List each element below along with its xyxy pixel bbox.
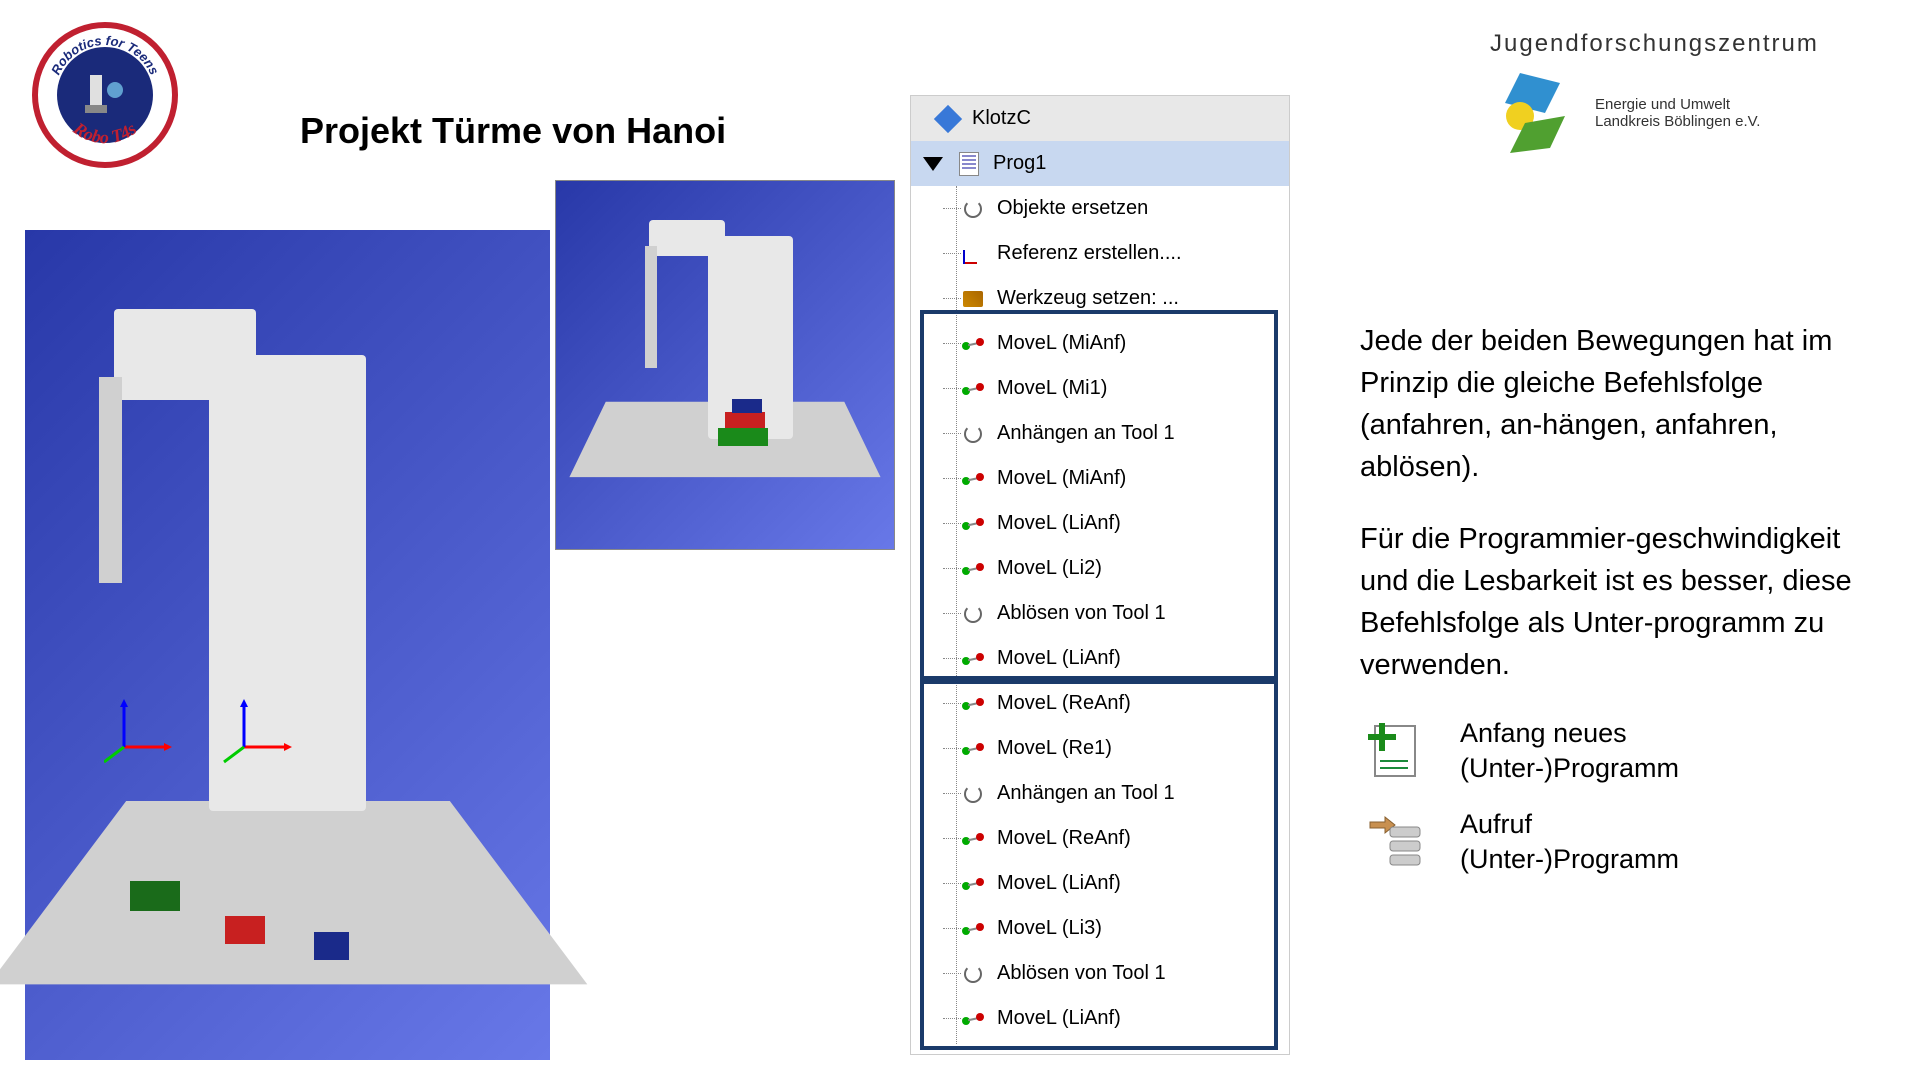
tree-program-item[interactable]: Prog1 <box>911 141 1289 186</box>
logo-robotics-teens: Robotics for Teens Robo T4s <box>30 20 180 170</box>
paragraph-1: Jede der beiden Bewegungen hat im Prinzi… <box>1360 320 1880 488</box>
viewport-inset[interactable] <box>555 180 895 550</box>
tree-root-item[interactable]: KlotzC <box>911 96 1289 141</box>
arrow-down-icon <box>921 152 945 176</box>
block-stack-green <box>718 428 768 446</box>
tool-icon <box>961 287 985 311</box>
tree-command-item[interactable]: Objekte ersetzen <box>911 186 1289 231</box>
new-program-icon[interactable] <box>1360 716 1430 786</box>
highlight-box-1 <box>920 310 1278 680</box>
icon-row-new-program: Anfang neues (Unter-)Programm <box>1360 716 1880 786</box>
tree-program-label: Prog1 <box>993 152 1046 175</box>
jfz-subtitle: Energie und Umwelt Landkreis Böblingen e… <box>1595 96 1760 130</box>
viewport-main[interactable] <box>25 230 550 1060</box>
coordinate-axes <box>104 687 472 936</box>
block-blue <box>314 932 349 960</box>
sheet-icon <box>957 152 981 176</box>
block-stack-red <box>725 412 765 428</box>
tree-item-label: Werkzeug setzen: ... <box>997 287 1179 310</box>
cube-icon <box>936 107 960 131</box>
explanation-text: Jede der beiden Bewegungen hat im Prinzi… <box>1360 320 1880 877</box>
tree-item-label: Referenz erstellen.... <box>997 242 1182 265</box>
block-stack-blue <box>732 399 762 413</box>
refresh-icon <box>961 197 985 221</box>
new-program-label: Anfang neues (Unter-)Programm <box>1460 716 1679 786</box>
call-program-label: Aufruf (Unter-)Programm <box>1460 807 1679 877</box>
tree-command-item[interactable]: Referenz erstellen.... <box>911 231 1289 276</box>
tree-item-label: Objekte ersetzen <box>997 197 1148 220</box>
call-program-icon[interactable] <box>1360 807 1430 877</box>
tree-root-label: KlotzC <box>972 107 1031 130</box>
logo-jfz: Jugendforschungszentrum Energie und Umwe… <box>1490 30 1870 158</box>
jfz-title: Jugendforschungszentrum <box>1490 30 1870 58</box>
paragraph-2: Für die Programmier-geschwindigkeit und … <box>1360 518 1880 686</box>
page-title: Projekt Türme von Hanoi <box>300 110 726 152</box>
axis-icon <box>961 242 985 266</box>
jfz-shapes-icon <box>1490 68 1580 158</box>
highlight-box-2 <box>920 680 1278 1050</box>
icon-row-call-program: Aufruf (Unter-)Programm <box>1360 807 1880 877</box>
